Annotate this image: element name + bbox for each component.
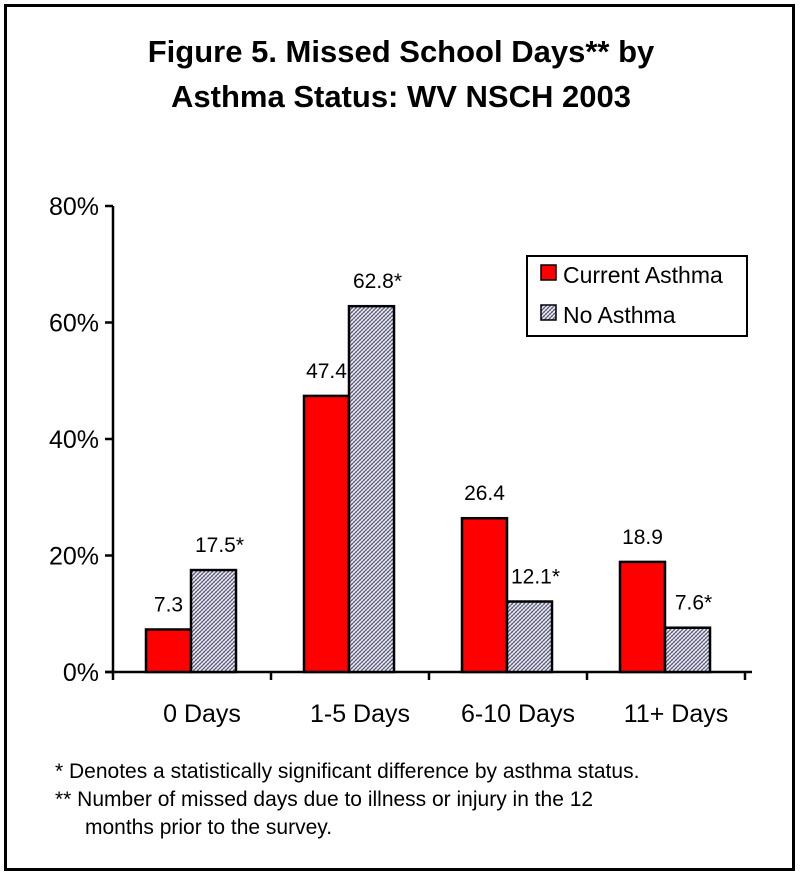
data-label-current-asthma: 7.3: [154, 593, 183, 616]
footnote-missed-days: ** Number of missed days due to illness …: [55, 788, 593, 811]
legend: Current Asthma No Asthma: [526, 255, 748, 337]
data-label-current-asthma: 26.4: [464, 482, 505, 505]
data-label-current-asthma: 18.9: [622, 526, 663, 549]
value-labels: 7.3 17.5* 47.4 62.8* 26.4 12.1* 18.9 7.6*: [154, 270, 712, 616]
footnote-missed-days-cont: months prior to the survey.: [85, 816, 332, 839]
chart-title-line-1: Figure 5. Missed School Days** by: [148, 34, 655, 69]
data-label-current-asthma: 47.4: [306, 360, 347, 383]
y-tick-label: 20%: [49, 543, 99, 571]
y-tick-label: 60%: [49, 310, 99, 338]
footnote-significance: * Denotes a statistically significant di…: [55, 760, 639, 783]
bars: [144, 304, 712, 674]
legend-box: [526, 255, 748, 337]
bar-current-asthma: [618, 560, 667, 674]
chart-title-line-2: Asthma Status: WV NSCH 2003: [171, 79, 631, 114]
data-label-no-asthma: 62.8*: [353, 270, 402, 293]
bar-current-asthma: [302, 394, 351, 674]
bar-no-asthma: [663, 626, 712, 674]
category-labels: 0 Days 1-5 Days 6-10 Days 11+ Days: [163, 700, 728, 728]
y-tick-label: 80%: [49, 193, 99, 221]
legend-swatch-current-asthma: [540, 264, 557, 281]
bar-current-asthma: [460, 516, 509, 674]
legend-label-current-asthma: Current Asthma: [563, 262, 723, 288]
chart-frame: [4, 4, 795, 871]
category-label: 11+ Days: [624, 700, 728, 728]
data-label-no-asthma: 12.1*: [511, 566, 560, 589]
bar-no-asthma: [347, 304, 396, 674]
y-tick-label: 40%: [49, 426, 99, 454]
data-label-no-asthma: 17.5*: [195, 534, 244, 557]
y-tick-label: 0%: [63, 659, 99, 687]
category-label: 6-10 Days: [461, 700, 575, 728]
bar-no-asthma: [505, 600, 554, 674]
bar-current-asthma: [144, 628, 193, 674]
data-label-no-asthma: 7.6*: [675, 592, 712, 615]
category-label: 0 Days: [163, 700, 241, 728]
bar-no-asthma: [189, 568, 238, 674]
category-label: 1-5 Days: [310, 700, 410, 728]
legend-label-no-asthma: No Asthma: [563, 302, 676, 328]
legend-swatch-no-asthma: [540, 304, 557, 321]
